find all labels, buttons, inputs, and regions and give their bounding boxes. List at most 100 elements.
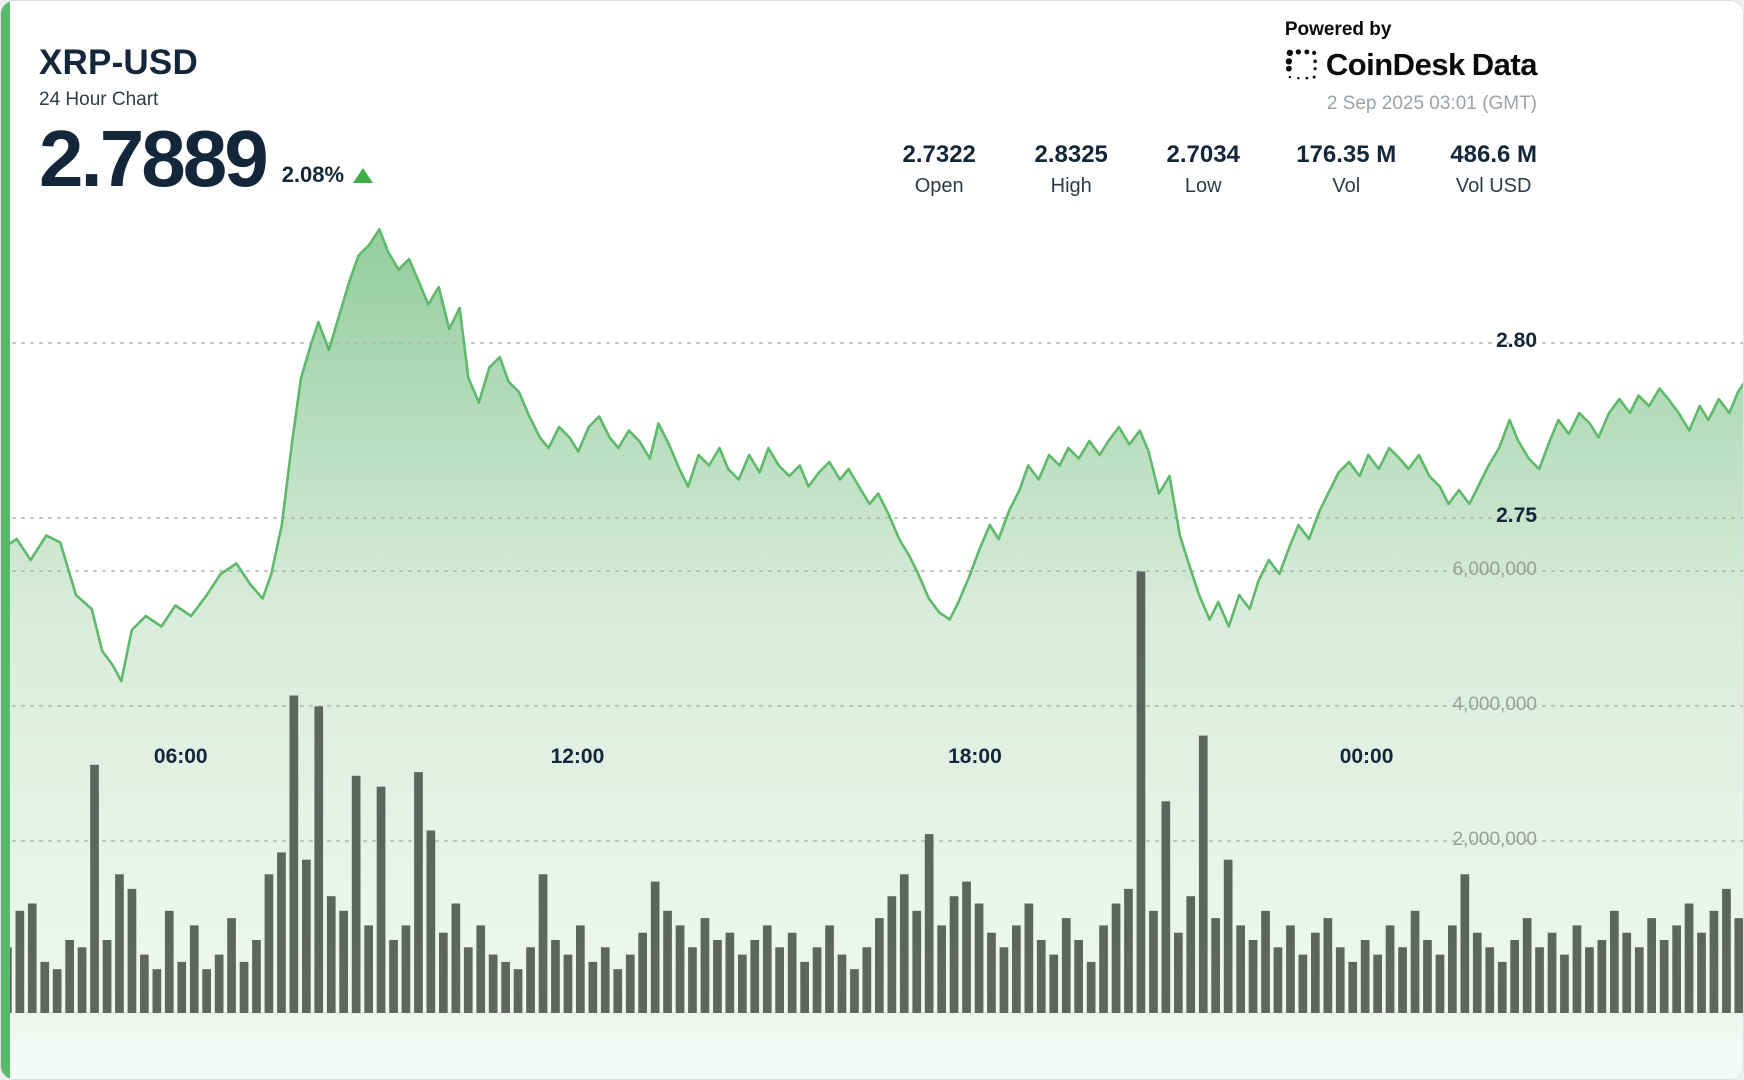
volume-bar <box>52 969 62 1013</box>
volume-bar <box>115 874 124 1013</box>
volume-bar <box>501 961 510 1013</box>
volume-bar <box>1136 571 1146 1013</box>
volume-bar <box>762 925 772 1013</box>
volume-bar <box>277 852 286 1013</box>
volume-bar <box>862 947 872 1013</box>
volume-bar <box>1074 940 1083 1013</box>
volume-bar <box>800 961 809 1013</box>
volume-bar <box>974 903 984 1013</box>
coindesk-data-logo[interactable]: CoinDesk Data <box>1285 47 1538 83</box>
volume-bar <box>326 896 336 1013</box>
volume-bar <box>1547 932 1557 1013</box>
volume-bar <box>1485 947 1495 1013</box>
volume-bar <box>1734 918 1743 1013</box>
volume-bar <box>389 940 398 1013</box>
volume-bar <box>1709 910 1719 1013</box>
volume-bar <box>463 947 473 1013</box>
volume-bar <box>1049 954 1059 1013</box>
volume-bar <box>140 954 149 1013</box>
volume-bar <box>1522 918 1532 1013</box>
volume-bar <box>15 910 25 1013</box>
volume-bar <box>1610 910 1619 1013</box>
volume-bar <box>1360 940 1370 1013</box>
volume-bar <box>289 695 299 1013</box>
volume-bar <box>439 932 448 1013</box>
volume-bar <box>102 940 112 1013</box>
volume-bar <box>1348 961 1358 1013</box>
volume-bar <box>339 910 348 1013</box>
volume-bar <box>1398 947 1407 1013</box>
volume-bar <box>1373 954 1382 1013</box>
volume-bar <box>1273 947 1283 1013</box>
volume-bar <box>164 910 174 1013</box>
volume-bar <box>1236 925 1245 1013</box>
volume-bar <box>152 969 162 1013</box>
volume-bar <box>625 954 635 1013</box>
volume-bar <box>576 925 585 1013</box>
volume-bar <box>488 954 498 1013</box>
volume-bar <box>787 932 797 1013</box>
volume-bar <box>551 940 560 1013</box>
volume-bar <box>1298 954 1308 1013</box>
volume-bar <box>1460 874 1470 1013</box>
volume-bar <box>214 954 224 1013</box>
volume-bar <box>451 903 461 1013</box>
volume-bar <box>1385 925 1395 1013</box>
volume-bar <box>713 940 722 1013</box>
volume-bar <box>912 910 922 1013</box>
volume-bar <box>688 947 697 1013</box>
volume-bar <box>650 881 660 1013</box>
volume-bar <box>127 888 137 1013</box>
volume-bar <box>40 961 50 1013</box>
volume-bar <box>239 961 249 1013</box>
volume-bar <box>189 925 199 1013</box>
volume-bar <box>837 954 847 1013</box>
volume-bar <box>750 940 760 1013</box>
volume-bar <box>513 969 523 1013</box>
volume-bar <box>1012 925 1021 1013</box>
volume-bar <box>1647 918 1656 1013</box>
volume-bar <box>1086 961 1096 1013</box>
volume-bar <box>563 954 573 1013</box>
volume-bar <box>924 834 934 1013</box>
volume-bar <box>663 910 672 1013</box>
volume-bar <box>825 925 834 1013</box>
volume-bar <box>1286 925 1295 1013</box>
volume-bar <box>1497 961 1507 1013</box>
volume-bar <box>1472 932 1482 1013</box>
brand-name: CoinDesk <box>1325 47 1465 82</box>
volume-bar <box>27 903 37 1013</box>
volume-bar <box>588 961 598 1013</box>
coindeskdata-logo-icon <box>1285 49 1317 80</box>
accent-stripe <box>1 1 10 1079</box>
volume-bar <box>1024 903 1034 1013</box>
volume-bar <box>376 786 386 1013</box>
volume-bar <box>600 947 610 1013</box>
volume-bar <box>302 859 311 1013</box>
volume-bar <box>613 969 623 1013</box>
volume-bar <box>1174 932 1183 1013</box>
volume-bar <box>899 874 909 1013</box>
volume-bar <box>638 932 647 1013</box>
volume-bar <box>1423 940 1432 1013</box>
volume-bar <box>351 775 361 1014</box>
volume-bar <box>1111 903 1121 1013</box>
volume-bar <box>850 969 859 1013</box>
volume-bar <box>1261 910 1270 1013</box>
volume-bar <box>1124 888 1133 1013</box>
volume-bar <box>875 918 884 1013</box>
price-area <box>1 229 1743 1079</box>
volume-bar <box>700 918 710 1013</box>
volume-bar <box>1161 801 1171 1013</box>
volume-bar <box>949 896 959 1013</box>
volume-bar <box>1335 947 1345 1013</box>
volume-bar <box>1684 903 1694 1013</box>
volume-bar <box>1622 932 1632 1013</box>
volume-bar <box>538 874 548 1013</box>
volume-bar <box>1311 932 1320 1013</box>
volume-bar <box>775 947 784 1013</box>
volume-bar <box>314 706 324 1013</box>
volume-bar <box>264 874 274 1013</box>
